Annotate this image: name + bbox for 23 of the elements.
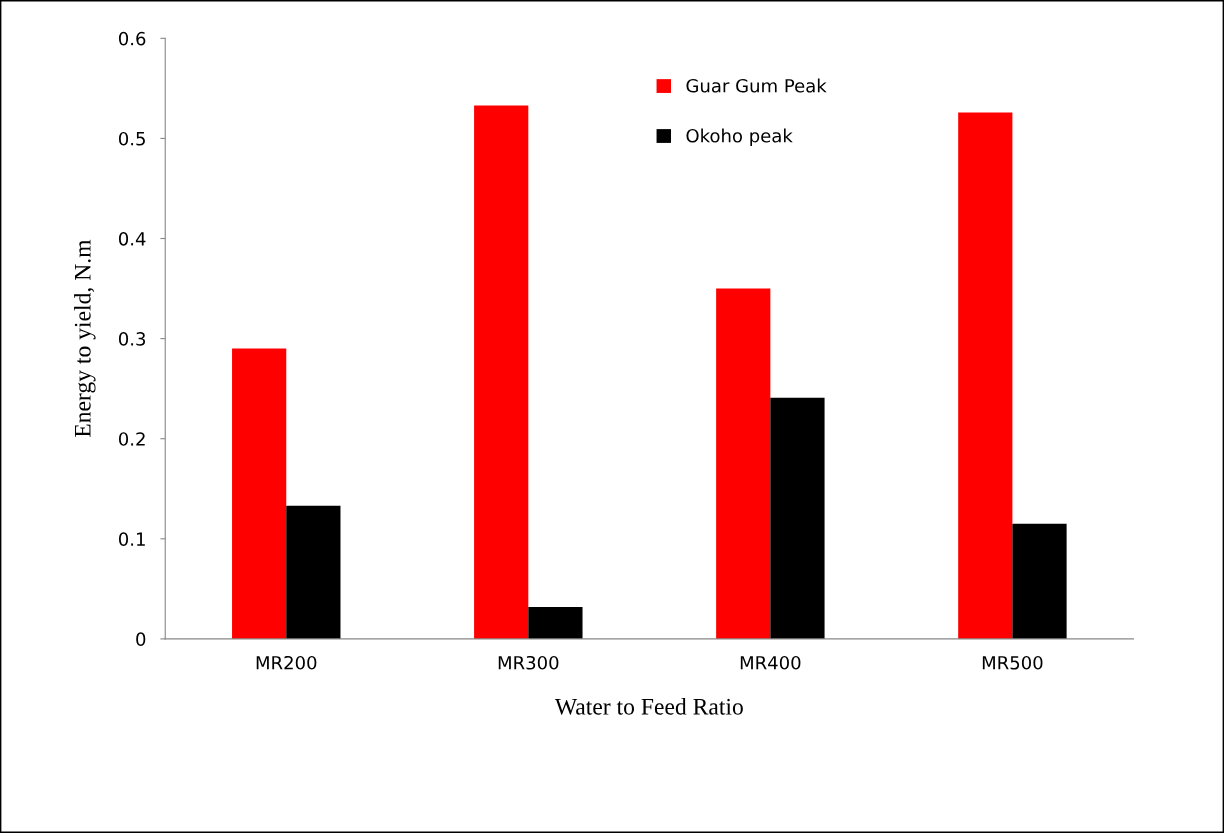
legend-label: Guar Gum Peak bbox=[686, 78, 827, 93]
x-tick-label: MR300 bbox=[498, 655, 559, 670]
x-tick-label: MR500 bbox=[982, 655, 1043, 670]
y-tick-label: 0 bbox=[136, 632, 146, 647]
bar bbox=[716, 288, 771, 639]
bar bbox=[1012, 523, 1067, 639]
legend-label: Okoho peak bbox=[686, 128, 793, 147]
x-tick-label: MR200 bbox=[256, 655, 317, 670]
bar bbox=[770, 397, 825, 639]
bar bbox=[474, 105, 529, 639]
bar bbox=[528, 606, 583, 639]
x-tick-label: MR400 bbox=[740, 655, 801, 670]
y-tick-label: 0.1 bbox=[118, 532, 145, 546]
x-axis-title: Water to Feed Ratio bbox=[554, 698, 743, 715]
bar bbox=[958, 112, 1013, 639]
bar bbox=[232, 348, 287, 639]
y-axis-title: Energy to yield, N.m bbox=[74, 239, 96, 438]
y-tick-label: 0.5 bbox=[118, 131, 145, 146]
bar bbox=[286, 505, 341, 639]
y-tick-label: 0.4 bbox=[118, 231, 146, 246]
y-tick-label: 0.3 bbox=[118, 332, 146, 346]
y-tick-label: 0.6 bbox=[118, 31, 146, 46]
y-tick-label: 0.2 bbox=[118, 432, 145, 446]
